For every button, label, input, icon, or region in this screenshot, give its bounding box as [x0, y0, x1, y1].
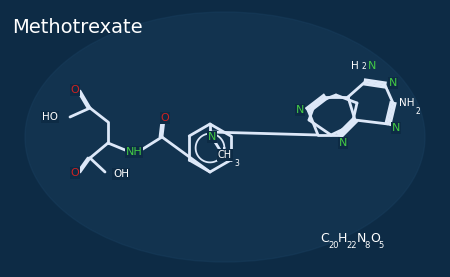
- Text: CH: CH: [218, 150, 232, 160]
- Text: 20: 20: [328, 241, 338, 250]
- Text: O: O: [71, 168, 79, 178]
- Text: HO: HO: [42, 112, 58, 122]
- Text: O: O: [71, 85, 79, 95]
- Text: N: N: [389, 78, 397, 88]
- Text: O: O: [370, 232, 380, 245]
- Text: OH: OH: [113, 169, 129, 179]
- Text: 22: 22: [346, 241, 356, 250]
- Text: 8: 8: [364, 241, 369, 250]
- Text: N: N: [339, 138, 347, 148]
- Text: NH: NH: [399, 98, 414, 108]
- Text: H: H: [351, 61, 359, 71]
- Text: Methotrexate: Methotrexate: [12, 18, 143, 37]
- Text: N: N: [296, 105, 304, 115]
- Text: N: N: [208, 132, 216, 142]
- Text: H: H: [338, 232, 347, 245]
- Text: 2: 2: [415, 107, 420, 116]
- Text: O: O: [161, 113, 169, 123]
- Ellipse shape: [25, 12, 425, 262]
- Text: NH: NH: [126, 147, 142, 157]
- Text: 3: 3: [234, 159, 239, 168]
- Text: 5: 5: [378, 241, 383, 250]
- Text: N: N: [392, 123, 400, 133]
- Text: N: N: [368, 61, 376, 71]
- Text: 2: 2: [362, 62, 367, 71]
- Text: C: C: [320, 232, 329, 245]
- Text: N: N: [357, 232, 366, 245]
